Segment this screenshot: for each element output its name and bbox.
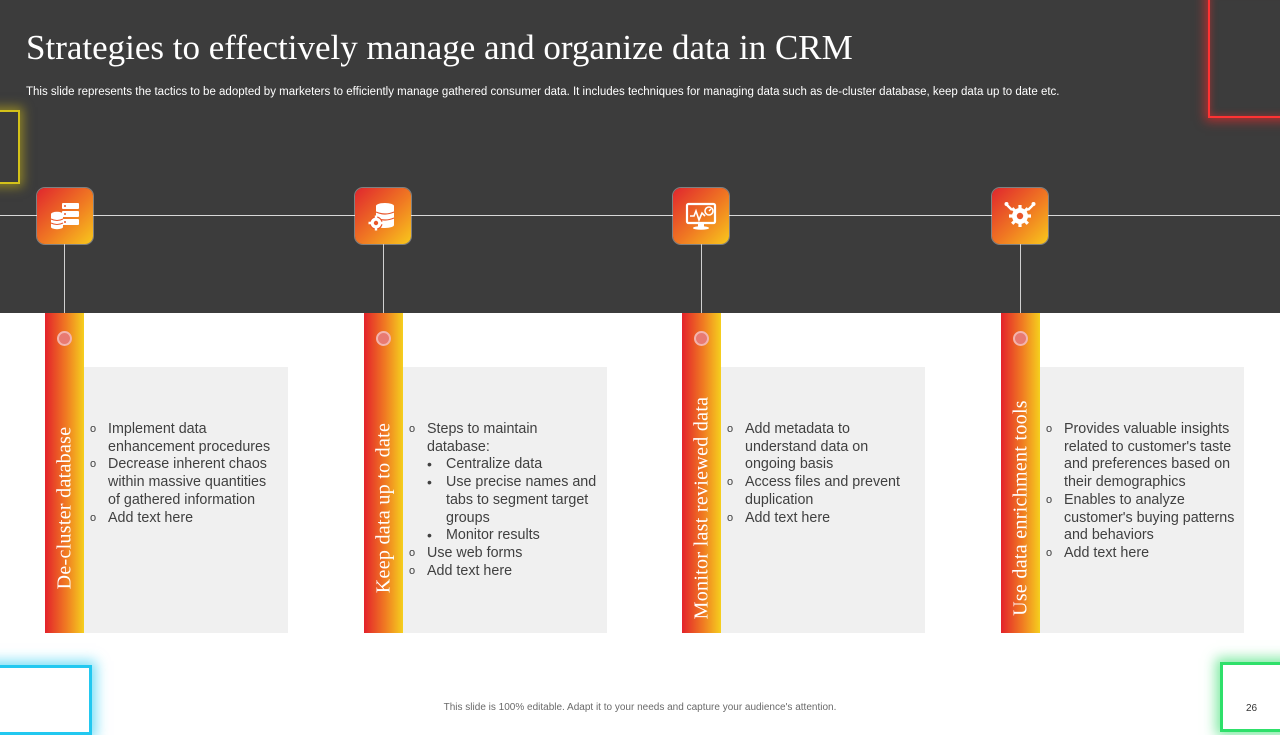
- strategy-2-label: Keep data up to date: [372, 422, 394, 594]
- connector-line-1: [64, 244, 65, 338]
- decorative-red-frame: [1208, 0, 1280, 118]
- strategy-2-icon-box: [355, 188, 411, 244]
- connector-dot-2: [376, 331, 391, 346]
- strategy-1-icon-box: [37, 188, 93, 244]
- strategy-3-list: Add metadata to understand data on ongoi…: [727, 421, 919, 527]
- strategy-3-label: Monitor last reviewed data: [690, 396, 712, 620]
- list-item: Add text here: [1046, 545, 1238, 563]
- strategy-2-card: Steps to maintain database: Centralize d…: [403, 367, 607, 633]
- database-servers-icon: [50, 203, 79, 230]
- list-item: Implement data enhancement procedures: [90, 421, 282, 456]
- list-item: Steps to maintain database:: [409, 421, 601, 456]
- strategy-2-bar: Keep data up to date: [364, 313, 403, 633]
- list-item: Provides valuable insights related to cu…: [1046, 421, 1238, 492]
- slide-subtitle: This slide represents the tactics to be …: [26, 86, 1060, 98]
- strategy-4-icon-box: [992, 188, 1048, 244]
- strategy-2-list: Steps to maintain database: Centralize d…: [409, 421, 601, 580]
- list-item: Enables to analyze customer's buying pat…: [1046, 492, 1238, 545]
- strategy-1-list: Implement data enhancement procedures De…: [90, 421, 282, 527]
- decorative-green-frame: [1220, 662, 1280, 732]
- strategy-4-card: Provides valuable insights related to cu…: [1040, 367, 1244, 633]
- list-item: Add text here: [90, 510, 282, 528]
- strategy-1-bar: De-cluster database: [45, 313, 84, 633]
- monitor-dashboard-icon: [685, 202, 717, 230]
- list-item: Add text here: [409, 563, 601, 581]
- list-item: Use web forms: [409, 545, 601, 563]
- timeline-line: [0, 215, 1280, 216]
- database-gear-icon: [368, 203, 395, 231]
- page-number: 26: [1246, 703, 1258, 714]
- list-item: Add text here: [727, 510, 919, 528]
- connector-line-4: [1020, 244, 1021, 338]
- list-item: Access files and prevent duplication: [727, 474, 919, 509]
- strategy-3-bar: Monitor last reviewed data: [682, 313, 721, 633]
- strategy-1-card: Implement data enhancement procedures De…: [84, 367, 288, 633]
- connector-dot-1: [57, 331, 72, 346]
- strategy-4-bar: Use data enrichment tools: [1001, 313, 1040, 633]
- connector-line-2: [383, 244, 384, 338]
- list-item: Add metadata to understand data on ongoi…: [727, 421, 919, 474]
- connector-dot-4: [1013, 331, 1028, 346]
- strategy-4-list: Provides valuable insights related to cu…: [1046, 421, 1238, 563]
- list-subitem: Monitor results: [409, 527, 601, 545]
- strategy-3-icon-box: [673, 188, 729, 244]
- gear-tools-icon: [1004, 202, 1036, 227]
- slide-title: Strategies to effectively manage and org…: [26, 28, 853, 67]
- connector-dot-3: [694, 331, 709, 346]
- decorative-cyan-frame: [0, 665, 92, 735]
- strategy-4-label: Use data enrichment tools: [1009, 400, 1031, 616]
- connector-line-3: [701, 244, 702, 338]
- strategy-1-label: De-cluster database: [53, 426, 75, 590]
- strategy-3-card: Add metadata to understand data on ongoi…: [721, 367, 925, 633]
- decorative-yellow-frame: [0, 110, 20, 184]
- header-band: [0, 0, 1280, 313]
- list-subitem: Use precise names and tabs to segment ta…: [409, 474, 601, 527]
- slide-footer: This slide is 100% editable. Adapt it to…: [443, 702, 837, 713]
- list-item: Decrease inherent chaos within massive q…: [90, 456, 282, 509]
- list-subitem: Centralize data: [409, 456, 601, 474]
